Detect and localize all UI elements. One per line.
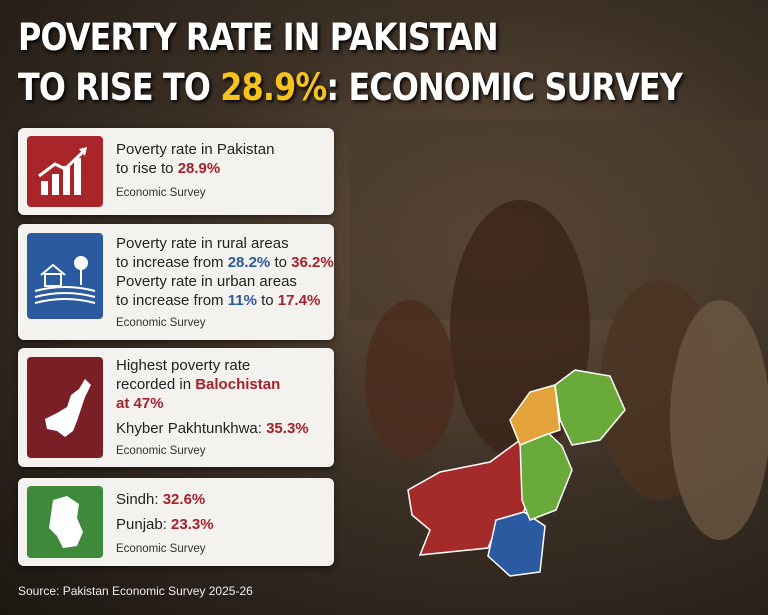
- text-line: recorded in Balochistan: [116, 375, 309, 394]
- card-source: Economic Survey: [116, 445, 206, 457]
- source-note: Source: Pakistan Economic Survey 2025-26: [18, 584, 253, 598]
- text: to rise to: [116, 160, 174, 177]
- text: to increase from: [116, 292, 224, 309]
- text-line: to increase from 28.2% to 36.2%: [116, 253, 334, 272]
- value: 17.4%: [277, 292, 321, 309]
- value: Balochistan: [195, 376, 281, 393]
- icon-map: [27, 486, 103, 558]
- title-line: POVERTY RATE IN PAKISTAN: [18, 16, 499, 59]
- text-line: Highest poverty rate: [116, 357, 251, 374]
- card-source: Economic Survey: [116, 543, 206, 555]
- card: Highest poverty rate recorded in Balochi…: [18, 348, 334, 467]
- text: to: [274, 254, 287, 271]
- icon-map: [27, 357, 103, 458]
- value: 23.3%: [171, 516, 214, 533]
- text-line: to increase from 11% to 17.4%: [116, 291, 334, 310]
- text-line: to rise to 28.9%: [116, 159, 274, 178]
- title-highlight: 28.9%: [220, 66, 327, 109]
- value: 32.6%: [162, 491, 206, 508]
- text-line: Poverty rate in rural areas: [116, 235, 289, 252]
- value: 35.3%: [266, 420, 309, 437]
- text: Punjab:: [116, 516, 167, 533]
- card-text: Sindh: 32.6% Punjab: 23.3% Economic Surv…: [116, 490, 214, 559]
- icon-landscape: [27, 233, 103, 319]
- text: to: [261, 292, 274, 309]
- title-text: TO RISE TO: [18, 66, 211, 109]
- title-line: TO RISE TO 28.9%: ECONOMIC SURVEY: [18, 66, 683, 109]
- text: Khyber Pakhtunkhwa:: [116, 420, 262, 437]
- card-text: Poverty rate in Pakistan to rise to 28.9…: [116, 140, 274, 203]
- card: Poverty rate in Pakistan to rise to 28.9…: [18, 128, 334, 215]
- text: to increase from: [116, 254, 224, 271]
- text-line: Khyber Pakhtunkhwa: 35.3%: [116, 419, 309, 438]
- card: Sindh: 32.6% Punjab: 23.3% Economic Surv…: [18, 478, 334, 566]
- card: Poverty rate in rural areas to increase …: [18, 224, 334, 340]
- value: 28.2%: [227, 254, 271, 271]
- text-line: Punjab: 23.3%: [116, 515, 214, 534]
- icon-chart: [27, 136, 103, 207]
- text: Sindh:: [116, 491, 159, 508]
- text: recorded in: [116, 376, 192, 393]
- value: 11%: [227, 292, 257, 309]
- pakistan-map: [407, 369, 626, 577]
- card-text: Poverty rate in rural areas to increase …: [116, 234, 334, 333]
- title-text: : ECONOMIC SURVEY: [326, 66, 683, 109]
- text-line: Sindh: 32.6%: [116, 490, 214, 509]
- text-line: Poverty rate in urban areas: [116, 273, 297, 290]
- card-text: Highest poverty rate recorded in Balochi…: [116, 356, 309, 461]
- card-source: Economic Survey: [116, 317, 206, 329]
- value: 36.2%: [291, 254, 334, 271]
- text-line: Poverty rate in Pakistan: [116, 141, 275, 158]
- value: 28.9%: [177, 160, 221, 177]
- card-source: Economic Survey: [116, 187, 206, 199]
- text-line: at 47%: [116, 395, 164, 412]
